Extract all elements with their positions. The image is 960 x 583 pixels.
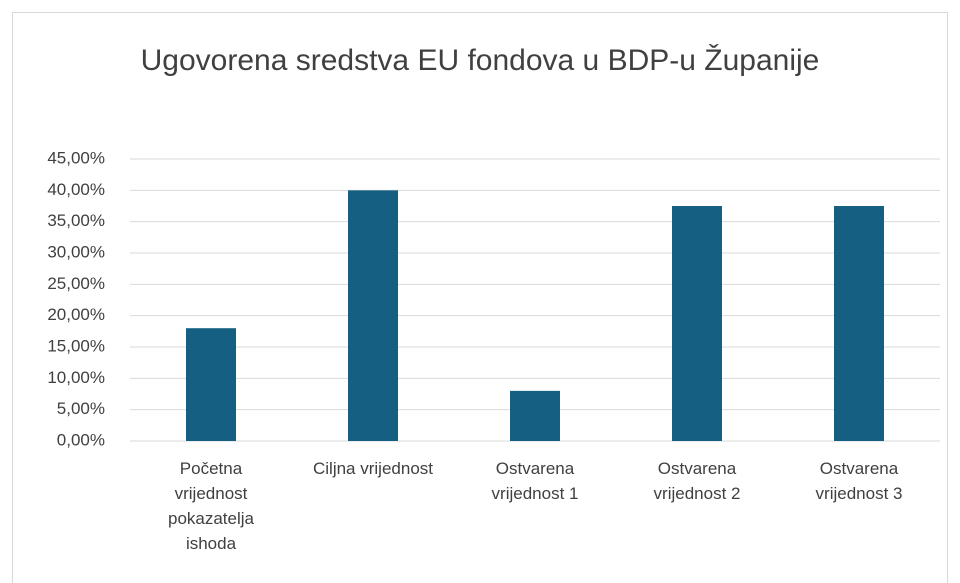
x-tick-label: Ostvarena vrijednost 3: [816, 459, 903, 503]
y-tick-label: 20,00%: [47, 305, 105, 324]
x-tick-label: Ciljna vrijednost: [313, 459, 433, 478]
x-tick-label: Ostvarena vrijednost 2: [654, 459, 741, 503]
y-tick-label: 5,00%: [57, 399, 105, 418]
y-tick-label: 30,00%: [47, 242, 105, 261]
bar: [186, 328, 236, 441]
y-tick-label: 10,00%: [47, 368, 105, 387]
y-tick-label: 40,00%: [47, 180, 105, 199]
x-tick-label: Ostvarena vrijednost 1: [492, 459, 579, 503]
y-tick-label: 0,00%: [57, 430, 105, 449]
chart-title: Ugovorena sredstva EU fondova u BDP-u Žu…: [141, 44, 820, 77]
bar: [672, 206, 722, 441]
y-tick-label: 35,00%: [47, 211, 105, 230]
bar: [348, 190, 398, 441]
chart-border: [12, 12, 948, 583]
bar: [510, 390, 560, 441]
y-tick-label: 45,00%: [47, 148, 105, 167]
y-tick-label: 25,00%: [47, 274, 105, 293]
y-tick-label: 15,00%: [47, 336, 105, 355]
x-tick-label: Početna vrijednost pokazatelja ishoda: [168, 459, 255, 553]
bar: [834, 206, 884, 441]
